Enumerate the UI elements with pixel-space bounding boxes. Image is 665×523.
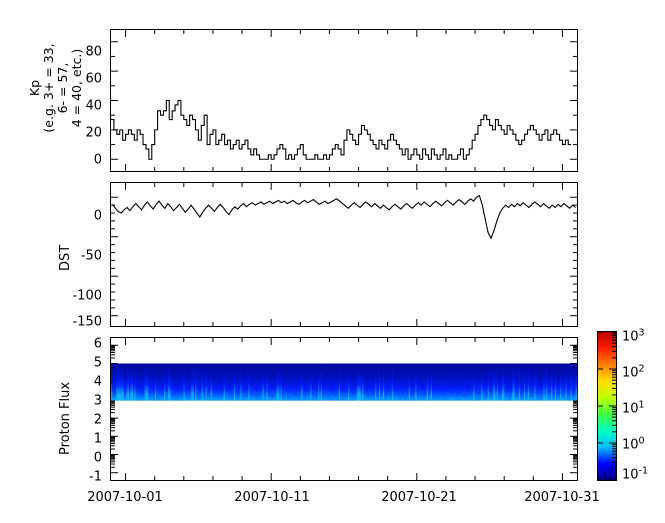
flux-ytick-label: 4 [93, 374, 102, 390]
flux-spectrogram-band [111, 363, 577, 401]
colorbar-tick-label: 101 [622, 399, 645, 416]
x-tick-label: 2007-10-31 [524, 490, 600, 505]
kp-ytick-label: 20 [85, 125, 102, 141]
panel-proton-flux [110, 337, 578, 481]
flux-ytick-label: -1 [89, 469, 102, 485]
colorbar-tick-mantissa: 10 [622, 467, 639, 483]
colorbar-tick-mantissa: 10 [622, 401, 639, 417]
dst-ytick-label: -100 [72, 288, 102, 304]
colorbar-tick-exponent: 2 [638, 363, 645, 375]
panel-dst [110, 182, 578, 327]
flux-ytick-label: 0 [93, 450, 102, 466]
dst-ytick-label: 0 [93, 208, 102, 224]
flux-ytick-label: 6 [93, 336, 102, 352]
colorbar-tick-label: 100 [622, 435, 645, 452]
colorbar-tick-mantissa: 10 [622, 329, 639, 345]
flux-ytick-label: 1 [93, 431, 102, 447]
colorbar-tick-label: 103 [622, 327, 645, 344]
flux-ytick-label: 2 [93, 412, 102, 428]
kp-ytick-label: 60 [85, 71, 102, 87]
colorbar-tick-label: 102 [622, 363, 645, 380]
flux-ytick-label: 5 [93, 355, 102, 371]
x-tick-label: 2007-10-21 [381, 490, 457, 505]
kp-ytick-label: 80 [85, 44, 102, 60]
colorbar-tick-mantissa: 10 [622, 437, 639, 453]
colorbar-tick-exponent: 3 [638, 327, 645, 339]
dst-ytick-label: -50 [80, 248, 102, 264]
colorbar-tick-exponent: 0 [638, 435, 645, 447]
kp-ytick-label: 40 [85, 98, 102, 114]
dst-ytick-label: -150 [72, 314, 102, 330]
colorbar-tick-exponent: -1 [638, 465, 649, 477]
x-tick-label: 2007-10-01 [87, 490, 163, 505]
colorbar-tick-mantissa: 10 [622, 365, 639, 381]
x-tick-label: 2007-10-11 [234, 490, 310, 505]
colorbar-tick-exponent: 1 [638, 399, 645, 411]
flux-ytick-label: 3 [93, 393, 102, 409]
colorbar-tick-label: 10-1 [622, 465, 648, 482]
kp-ytick-label: 0 [93, 152, 102, 168]
